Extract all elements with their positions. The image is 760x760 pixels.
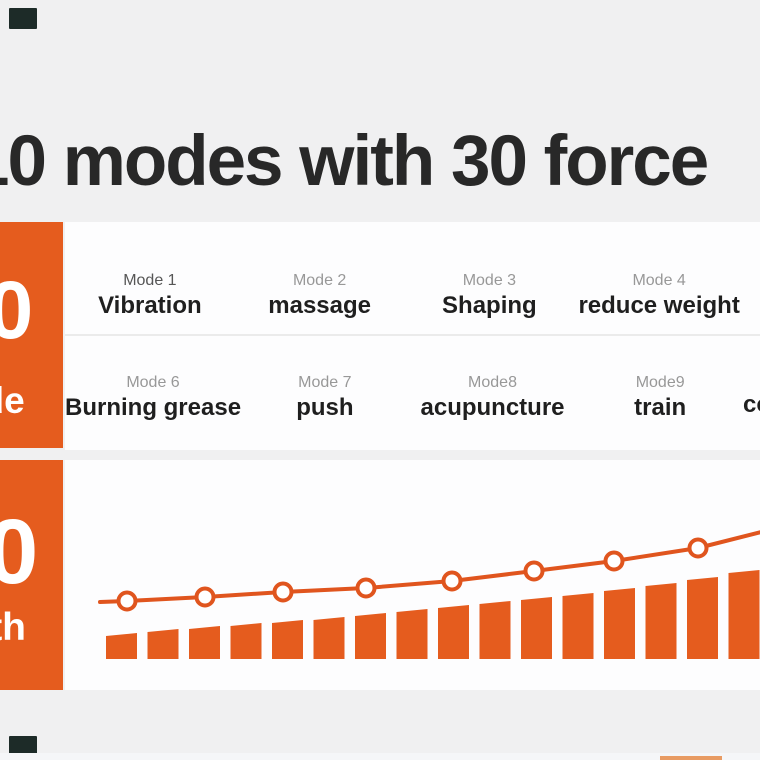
chart-bar (479, 601, 511, 659)
chart-line-marker (687, 537, 709, 559)
mode-cell: Mode 6 Burning grease (65, 374, 241, 450)
mode-number-label: Mode 7 (298, 374, 352, 391)
chart-bar (272, 620, 303, 659)
chart-bar (396, 609, 428, 659)
mode-cell: Mode 2 massage (235, 272, 405, 334)
strength-count-number: 30 (0, 501, 39, 603)
strength-growth-chart (98, 530, 760, 659)
modes-count-word: mode (0, 380, 25, 421)
chart-line-marker (194, 586, 216, 608)
mode-name: Vibration (98, 292, 202, 319)
chart-bar (728, 570, 760, 659)
chart-growth-line (98, 530, 760, 604)
modes-count-badge: 10 mode (0, 222, 63, 448)
mode-name: push (296, 394, 354, 421)
mode-name: Shaping (442, 292, 537, 319)
next-section-edge (0, 753, 760, 760)
chart-line-marker (523, 560, 545, 582)
mode-number-label: Mode9 (635, 374, 685, 391)
strength-count-word: strength (0, 606, 26, 649)
chart-bar (645, 583, 677, 659)
chart-line-marker (603, 550, 625, 572)
chart-line-marker (441, 570, 463, 592)
page-title: 10 modes with 30 force (0, 121, 709, 201)
chart-bar (521, 597, 552, 659)
chart-bar (230, 623, 262, 659)
chart-bar (562, 593, 594, 659)
mode-cell: Mode 1 Vibration (65, 272, 235, 334)
mode-cell: Mode 7 push (241, 374, 409, 450)
next-section-orange-sliver (660, 756, 722, 760)
chart-bar (189, 626, 220, 659)
chart-bar (687, 577, 718, 659)
chart-bar (355, 613, 386, 659)
chart-bar (438, 605, 469, 659)
corner-mark-bottom-left (9, 736, 37, 757)
mode-name: massage (268, 292, 371, 319)
chart-line-marker (116, 590, 138, 612)
mode-name: Burning grease (65, 394, 242, 421)
chart-line-marker (355, 577, 377, 599)
mode-number-label: Mode 4 (632, 272, 686, 289)
mode-cell: Mode8 acupuncture (409, 374, 577, 450)
mode-name: acupuncture (420, 394, 565, 421)
modes-count-number: 10 (0, 265, 34, 356)
mode-name-clipped: co (743, 391, 760, 418)
mode-number-label: Mode8 (468, 374, 517, 391)
mode-name: reduce weight (578, 292, 740, 319)
strength-count-badge: 30 strength (0, 460, 63, 690)
chart-line-marker (272, 581, 294, 603)
modes-row-2: Mode 6 Burning grease Mode 7 push Mode8 acupu… (65, 336, 760, 450)
mode-name: train (634, 394, 687, 421)
chart-bar (604, 588, 635, 659)
strength-chart-card (65, 460, 760, 690)
mode-cell: Mode9 train (576, 374, 744, 450)
mode-cell: Mode 4 reduce weight (574, 272, 744, 334)
mode-number-label: Mode 1 (123, 272, 177, 289)
chart-bar (147, 629, 179, 659)
chart-bar (106, 633, 137, 659)
modes-row-1: Mode 1 Vibration Mode 2 massage Mode 3 Shapin… (65, 222, 760, 336)
mode-cell: Mode 3 Shaping (405, 272, 575, 334)
mode-number-label: Mode 2 (292, 272, 347, 289)
corner-mark-top-left (9, 8, 37, 29)
chart-bar (313, 617, 345, 659)
mode-number-label: Mode 6 (126, 374, 180, 391)
modes-table: Mode 1 Vibration Mode 2 massage Mode 3 Shapin… (65, 222, 760, 450)
mode-number-label: Mode 3 (462, 272, 517, 289)
